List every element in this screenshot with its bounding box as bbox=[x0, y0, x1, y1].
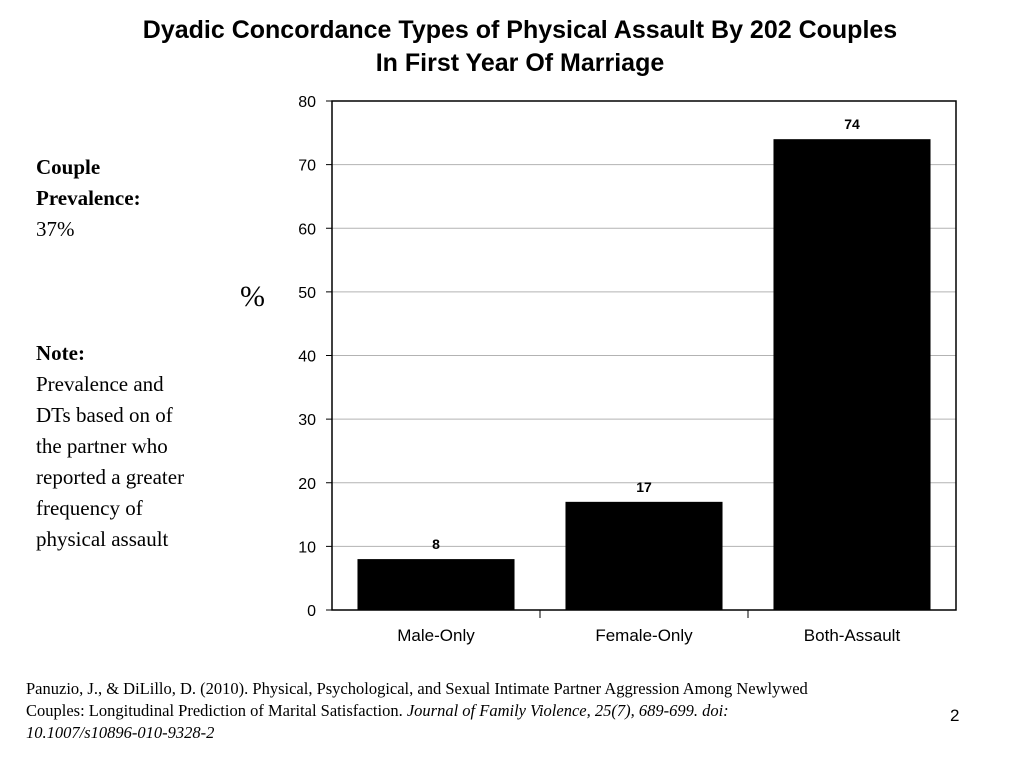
bar-both-assault bbox=[773, 139, 931, 611]
citation-line-2: Couples: Longitudinal Prediction of Mari… bbox=[26, 700, 986, 722]
note-line: DTs based on of bbox=[36, 403, 173, 427]
citation-doi: 10.1007/s10896-010-9328-2 bbox=[26, 723, 215, 742]
bars bbox=[357, 139, 931, 611]
y-tick-label: 30 bbox=[298, 412, 316, 429]
note-block: Note: Prevalence and DTs based on of the… bbox=[36, 338, 236, 555]
data-label: 17 bbox=[636, 479, 652, 495]
x-tick-label: Female-Only bbox=[595, 626, 693, 645]
note-line: physical assault bbox=[36, 527, 169, 551]
citation-plain: Couples: Longitudinal Prediction of Mari… bbox=[26, 701, 407, 720]
bar-female-only bbox=[565, 501, 723, 610]
citation-line-3: 10.1007/s10896-010-9328-2 bbox=[26, 722, 986, 744]
y-tick-label: 80 bbox=[298, 94, 316, 111]
y-tick-label: 0 bbox=[307, 603, 316, 620]
note-line: frequency of bbox=[36, 496, 143, 520]
y-axis-label: % bbox=[240, 280, 265, 313]
note-line: Prevalence and bbox=[36, 372, 164, 396]
prevalence-heading-2: Prevalence: bbox=[36, 186, 141, 210]
data-label: 74 bbox=[844, 116, 860, 132]
prevalence-block: Couple Prevalence: 37% bbox=[36, 152, 236, 245]
citation: Panuzio, J., & DiLillo, D. (2010). Physi… bbox=[26, 678, 986, 744]
x-axis-ticks: Male-Only Female-Only Both-Assault bbox=[397, 610, 900, 645]
citation-line-1: Panuzio, J., & DiLillo, D. (2010). Physi… bbox=[26, 679, 808, 698]
y-tick-label: 20 bbox=[298, 476, 316, 493]
note-heading: Note: bbox=[36, 341, 85, 365]
y-tick-label: 60 bbox=[298, 221, 316, 238]
chart-title-line-2: In First Year Of Marriage bbox=[375, 49, 665, 77]
y-tick-label: 50 bbox=[298, 285, 316, 302]
data-label: 8 bbox=[432, 536, 440, 552]
chart-title: Dyadic Concordance Types of Physical Ass… bbox=[0, 14, 1024, 80]
y-tick-label: 70 bbox=[298, 158, 316, 175]
note-line: the partner who bbox=[36, 434, 168, 458]
chart-title-line-1: Dyadic Concordance Types of Physical Ass… bbox=[142, 16, 898, 44]
y-axis-ticks: 0 10 20 30 40 50 60 70 80 bbox=[298, 94, 332, 620]
x-tick-label: Both-Assault bbox=[804, 626, 901, 645]
x-tick-label: Male-Only bbox=[397, 626, 475, 645]
plot-frame bbox=[331, 100, 957, 611]
y-tick-label: 40 bbox=[298, 349, 316, 366]
bar-male-only bbox=[357, 559, 515, 610]
data-labels: 8 17 74 bbox=[432, 116, 860, 552]
prevalence-heading-1: Couple bbox=[36, 155, 101, 179]
citation-journal: Journal of Family Violence, 25(7), 689-6… bbox=[406, 701, 729, 720]
prevalence-value: 37% bbox=[36, 217, 75, 241]
page-number: 2 bbox=[950, 706, 960, 725]
y-tick-label: 10 bbox=[298, 539, 316, 556]
note-line: reported a greater bbox=[36, 465, 185, 489]
